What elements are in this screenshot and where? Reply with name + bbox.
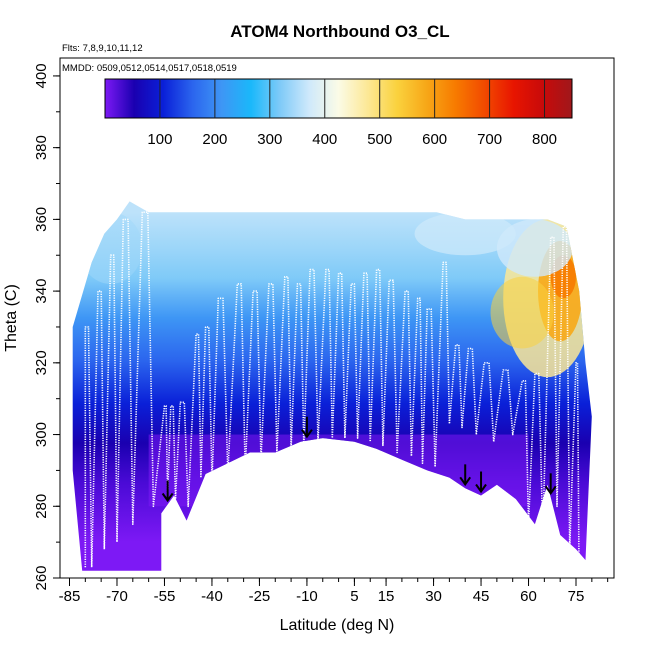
- ozone-patch: [414, 212, 516, 256]
- tropopause-arrow: [544, 473, 557, 496]
- tropopause-arrow: [301, 416, 313, 439]
- x-axis: -85 -70 -55 -40 -25 -10 5 15 30 45 60 75: [59, 578, 609, 605]
- tropopause-arrow: [459, 464, 472, 487]
- x-tick-label: -85: [59, 588, 81, 605]
- colorbar-ramp: [104, 78, 573, 119]
- colorbar-tick-label: 100: [147, 131, 172, 148]
- x-tick-label: -55: [154, 588, 176, 605]
- y-tick-label: 380: [33, 135, 50, 160]
- arrow-head: [544, 485, 557, 496]
- y-tick-label: 340: [33, 279, 50, 304]
- x-tick-label: 45: [473, 588, 490, 605]
- arrow-head: [475, 483, 487, 494]
- colorbar-tick-label: 200: [202, 131, 227, 148]
- y-tick-label: 400: [33, 63, 50, 88]
- arrow-head: [161, 492, 174, 503]
- x-axis-label: Latitude (deg N): [280, 617, 395, 634]
- colorbar-tick-label: 700: [477, 131, 502, 148]
- flights-label: Flts: 7,8,9,10,11,12: [62, 43, 143, 54]
- y-tick-label: 300: [33, 422, 50, 447]
- x-tick-label: 30: [425, 588, 442, 605]
- colorbar: 100 200 300 400 500 600 700 800: [104, 78, 573, 148]
- y-tick-label: 320: [33, 350, 50, 375]
- low-ozone-band: [148, 434, 529, 507]
- colorbar-tick-label: 800: [532, 131, 557, 148]
- x-tick-label: 15: [378, 588, 395, 605]
- colorbar-tick-label: 500: [367, 131, 392, 148]
- x-tick-label: -10: [296, 588, 318, 605]
- x-tick-label: -25: [249, 588, 271, 605]
- arrow-head: [301, 429, 313, 439]
- x-tick-label: 5: [350, 588, 358, 605]
- colorbar-tick-label: 300: [257, 131, 282, 148]
- colorbar-tick-label: 600: [422, 131, 447, 148]
- colorbar-tick-label: 400: [312, 131, 337, 148]
- y-axis-label: Theta (C): [3, 284, 20, 352]
- x-tick-label: -70: [106, 588, 128, 605]
- x-tick-label: 75: [568, 588, 585, 605]
- y-axis: 260 280 300 320 340 360 380 400: [33, 63, 60, 591]
- ozone-patch: [490, 276, 554, 349]
- tropopause-arrows: [161, 416, 557, 503]
- y-tick-label: 260: [33, 565, 50, 590]
- plot-frame: [59, 57, 615, 579]
- tropopause-arrow: [161, 480, 174, 503]
- dates-label: MMDD: 0509,0512,0514,0517,0518,0519: [62, 63, 237, 74]
- x-tick-label: 60: [520, 588, 537, 605]
- x-tick-label: -40: [201, 588, 223, 605]
- tropopause-arrow: [475, 471, 487, 494]
- chart-title: ATOM4 Northbound O3_CL: [230, 22, 449, 41]
- ozone-patch: [78, 212, 143, 284]
- y-tick-label: 280: [33, 494, 50, 519]
- arrow-head: [459, 476, 472, 487]
- y-tick-label: 360: [33, 207, 50, 232]
